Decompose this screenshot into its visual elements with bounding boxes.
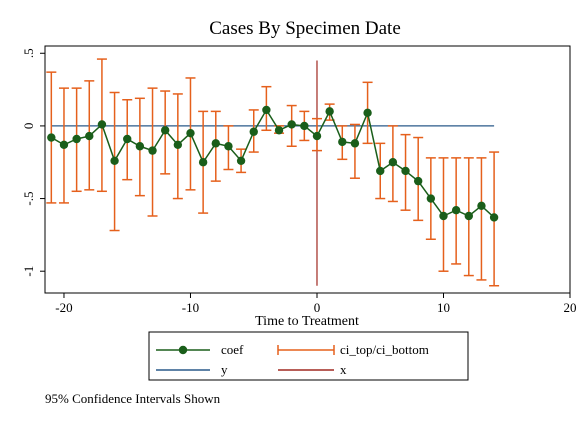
- ci-bar: [476, 157, 487, 281]
- coef-point: [338, 137, 347, 147]
- coef-point: [173, 140, 183, 149]
- coef-point: [439, 211, 448, 221]
- coef-point: [376, 166, 385, 176]
- coef-point: [477, 201, 486, 211]
- x-axis-label: Time to Treatment: [255, 314, 359, 329]
- legend-entry-coef: coef: [156, 342, 244, 357]
- y-tick-label: -1: [21, 266, 36, 277]
- coef-point: [123, 134, 132, 144]
- chart-note: 95% Confidence Intervals Shown: [45, 391, 221, 406]
- coef-point: [300, 121, 309, 131]
- coef-point: [47, 133, 56, 142]
- confidence-interval-bars: [46, 58, 500, 287]
- coef-point: [249, 127, 258, 136]
- coef-point: [85, 131, 94, 141]
- coef-point: [388, 158, 398, 167]
- coef-point: [413, 176, 423, 186]
- x-tick-label: -10: [182, 300, 199, 315]
- coef-point: [160, 126, 170, 135]
- coef-point: [325, 107, 334, 116]
- coef-point: [72, 134, 81, 144]
- plot-frame: [44, 45, 571, 294]
- coef-point: [451, 205, 461, 215]
- legend-entry-y: y: [156, 362, 228, 377]
- chart-title: Cases By Specimen Date: [209, 18, 401, 39]
- coef-point: [363, 108, 372, 118]
- y-axis-ticks: .5 0 -.5 -1: [21, 48, 45, 277]
- coef-point: [186, 128, 195, 138]
- coef-point: [426, 194, 436, 203]
- coef-point: [350, 139, 360, 148]
- coef-point: [59, 140, 69, 149]
- coef-point: [464, 211, 473, 221]
- x-tick-label: 0: [314, 300, 321, 315]
- coef-point: [262, 105, 271, 115]
- coef-point: [312, 131, 322, 141]
- legend-entry-ci: ci_top/ci_bottom: [277, 342, 429, 357]
- coef-point: [211, 139, 220, 148]
- coef-point: [148, 146, 157, 155]
- x-axis-ticks: -20 -10 0 10 20: [55, 293, 577, 315]
- coef-point: [224, 142, 233, 151]
- legend-marker-coef: [178, 345, 188, 355]
- coef-point: [489, 213, 499, 222]
- legend-label-ci: ci_top/ci_bottom: [340, 342, 429, 357]
- coef-series: [47, 105, 499, 222]
- coef-point: [274, 126, 284, 135]
- x-tick-label: 10: [437, 300, 450, 315]
- y-tick-label: .5: [21, 48, 36, 58]
- coef-point: [401, 166, 410, 176]
- coef-point: [97, 120, 107, 129]
- x-tick-label: -20: [55, 300, 72, 315]
- y-tick-label: -.5: [21, 192, 36, 206]
- reference-lines: [51, 60, 495, 286]
- y-tick-label: 0: [21, 123, 36, 130]
- legend-label-coef: coef: [221, 342, 244, 357]
- legend-entry-x: x: [278, 362, 347, 377]
- coef-point: [287, 120, 296, 129]
- coef-point: [110, 156, 119, 165]
- ci-bar: [349, 123, 360, 179]
- coef-point: [198, 158, 208, 167]
- x-tick-label: 20: [564, 300, 577, 315]
- legend-label-x: x: [340, 362, 347, 377]
- legend-label-y: y: [221, 362, 228, 377]
- coef-point: [236, 156, 246, 165]
- legend-box: [148, 331, 469, 381]
- coef-point: [135, 142, 145, 151]
